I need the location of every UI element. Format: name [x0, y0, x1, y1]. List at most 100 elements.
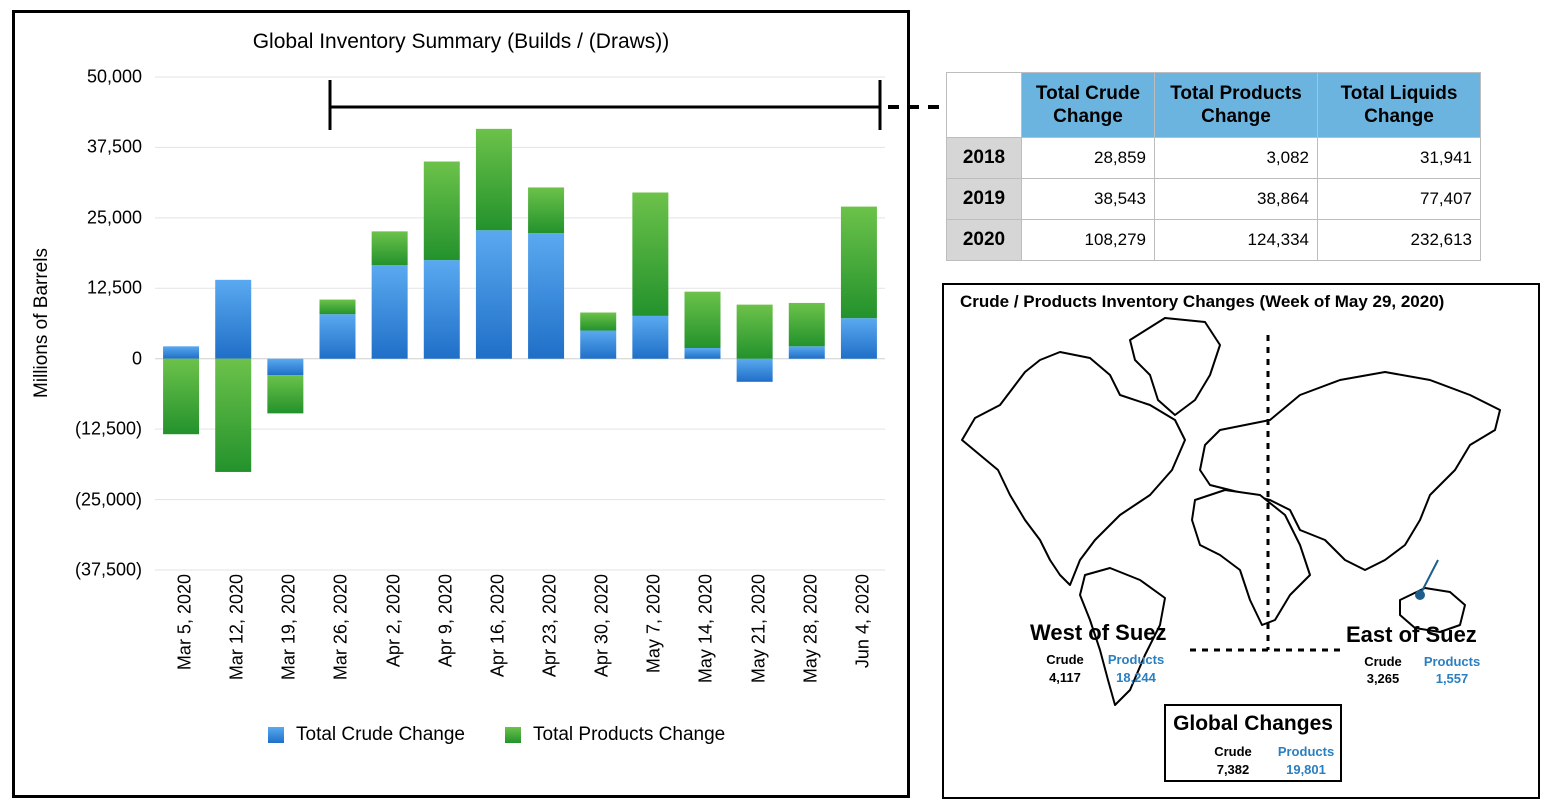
- table-row: 2018 28,859 3,082 31,941: [946, 137, 1481, 179]
- cell: 232,613: [1317, 219, 1481, 261]
- x-tick-label: Jun 4, 2020: [852, 574, 873, 669]
- map-title: Crude / Products Inventory Changes (Week…: [960, 292, 1445, 311]
- bar-crude: [580, 330, 617, 359]
- map-panel: [942, 283, 1540, 799]
- bar-products: [267, 375, 304, 414]
- cell: 77,407: [1317, 178, 1481, 220]
- east-products-label: Products: [1423, 654, 1481, 669]
- bar-crude: [736, 358, 773, 382]
- bar-crude: [319, 314, 356, 359]
- y-tick-label: 37,500: [86, 136, 142, 157]
- y-tick-label: 25,000: [86, 207, 142, 228]
- legend-item-crude: Total Crude Change: [268, 724, 465, 746]
- y-tick-label: (37,500): [74, 559, 142, 580]
- y-axis-label: Millions of Barrels: [31, 248, 52, 398]
- row-year: 2020: [946, 219, 1022, 261]
- y-tick-label: 12,500: [86, 277, 142, 298]
- cell: 108,279: [1021, 219, 1155, 261]
- global-changes-box: [1164, 704, 1342, 782]
- bar-products: [736, 304, 773, 359]
- bar-crude: [371, 265, 408, 359]
- cell: 38,864: [1154, 178, 1318, 220]
- bar-crude: [788, 346, 825, 359]
- bar-products: [423, 161, 460, 261]
- x-tick-label: Apr 9, 2020: [435, 574, 456, 668]
- range-bracket: [328, 80, 990, 130]
- bar-crude: [840, 318, 877, 359]
- bar-crude: [163, 346, 200, 359]
- bar-crude: [684, 348, 721, 359]
- legend-label-crude: Total Crude Change: [296, 724, 465, 745]
- col-header-liquids: Total Liquids Change: [1317, 72, 1481, 138]
- y-tick-label: (25,000): [74, 489, 142, 510]
- west-crude-label: Crude: [1046, 652, 1084, 667]
- row-year: 2019: [946, 178, 1022, 220]
- east-crude-value: 3,265: [1366, 671, 1400, 686]
- bar-products: [788, 302, 825, 347]
- legend-item-products: Total Products Change: [505, 724, 725, 746]
- table-header-row: Total Crude Change Total Products Change…: [946, 72, 1481, 138]
- global-crude-label: Crude: [1214, 744, 1252, 759]
- chart-frame: [12, 10, 910, 798]
- east-products-value: 1,557: [1435, 671, 1469, 686]
- global-products-value: 19,801: [1286, 762, 1326, 777]
- bar-products: [528, 187, 565, 234]
- x-tick-label: Apr 23, 2020: [539, 574, 560, 678]
- x-tick-label: Apr 16, 2020: [487, 574, 508, 678]
- bar-products: [475, 128, 512, 231]
- bar-products: [632, 192, 669, 316]
- west-products-value: 18,244: [1116, 670, 1156, 685]
- cell: 3,082: [1154, 137, 1318, 179]
- global-products-label: Products: [1277, 744, 1335, 759]
- legend-swatch-crude: [268, 727, 284, 743]
- x-tick-label: May 14, 2020: [696, 574, 716, 684]
- bar-products: [163, 358, 200, 435]
- x-tick-label: Apr 30, 2020: [591, 574, 612, 678]
- legend-label-products: Total Products Change: [533, 724, 726, 745]
- row-year: 2018: [946, 137, 1022, 179]
- col-header-crude: Total Crude Change: [1021, 72, 1155, 138]
- x-tick-label: May 7, 2020: [643, 574, 664, 674]
- cell: 38,543: [1021, 178, 1155, 220]
- table-row: 2020 108,279 124,334 232,613: [946, 219, 1481, 261]
- chart-title: Global Inventory Summary (Builds / (Draw…: [252, 30, 670, 53]
- global-title: Global Changes: [1173, 712, 1333, 735]
- x-tick-label: Apr 2, 2020: [383, 574, 404, 668]
- x-tick-label: May 21, 2020: [748, 574, 769, 684]
- table-row: 2019 38,543 38,864 77,407: [946, 178, 1481, 220]
- global-crude-value: 7,382: [1216, 762, 1250, 777]
- bars: [163, 128, 877, 472]
- x-tick-label: May 28, 2020: [800, 574, 821, 684]
- east-title: East of Suez: [1346, 622, 1477, 647]
- bar-crude: [215, 279, 252, 359]
- x-tick-label: Mar 19, 2020: [278, 574, 299, 681]
- bar-products: [215, 358, 252, 472]
- gridlines: [155, 76, 885, 571]
- bar-crude: [632, 315, 669, 359]
- bar-crude: [423, 260, 460, 359]
- bar-products: [840, 206, 877, 319]
- cell: 31,941: [1317, 137, 1481, 179]
- east-crude-label: Crude: [1364, 654, 1402, 669]
- cell: 28,859: [1021, 137, 1155, 179]
- bar-crude: [267, 358, 304, 376]
- table-corner: [946, 72, 1022, 138]
- bar-crude: [475, 230, 512, 359]
- bar-products: [319, 299, 356, 315]
- x-tick-label: Mar 5, 2020: [174, 574, 195, 671]
- west-products-label: Products: [1107, 652, 1165, 667]
- legend-swatch-products: [505, 727, 521, 743]
- y-tick-label: 50,000: [86, 66, 142, 87]
- bar-products: [684, 291, 721, 349]
- bar-products: [580, 312, 617, 331]
- col-header-products: Total Products Change: [1154, 72, 1318, 138]
- y-tick-label: 0: [131, 348, 142, 369]
- y-tick-label: (12,500): [74, 418, 142, 439]
- legend: Total Crude Change Total Products Change: [268, 724, 765, 746]
- west-crude-value: 4,117: [1049, 670, 1081, 685]
- bar-crude: [528, 233, 565, 359]
- x-tick-label: Mar 12, 2020: [226, 574, 247, 681]
- summary-table: Total Crude Change Total Products Change…: [946, 72, 1481, 261]
- cell: 124,334: [1154, 219, 1318, 261]
